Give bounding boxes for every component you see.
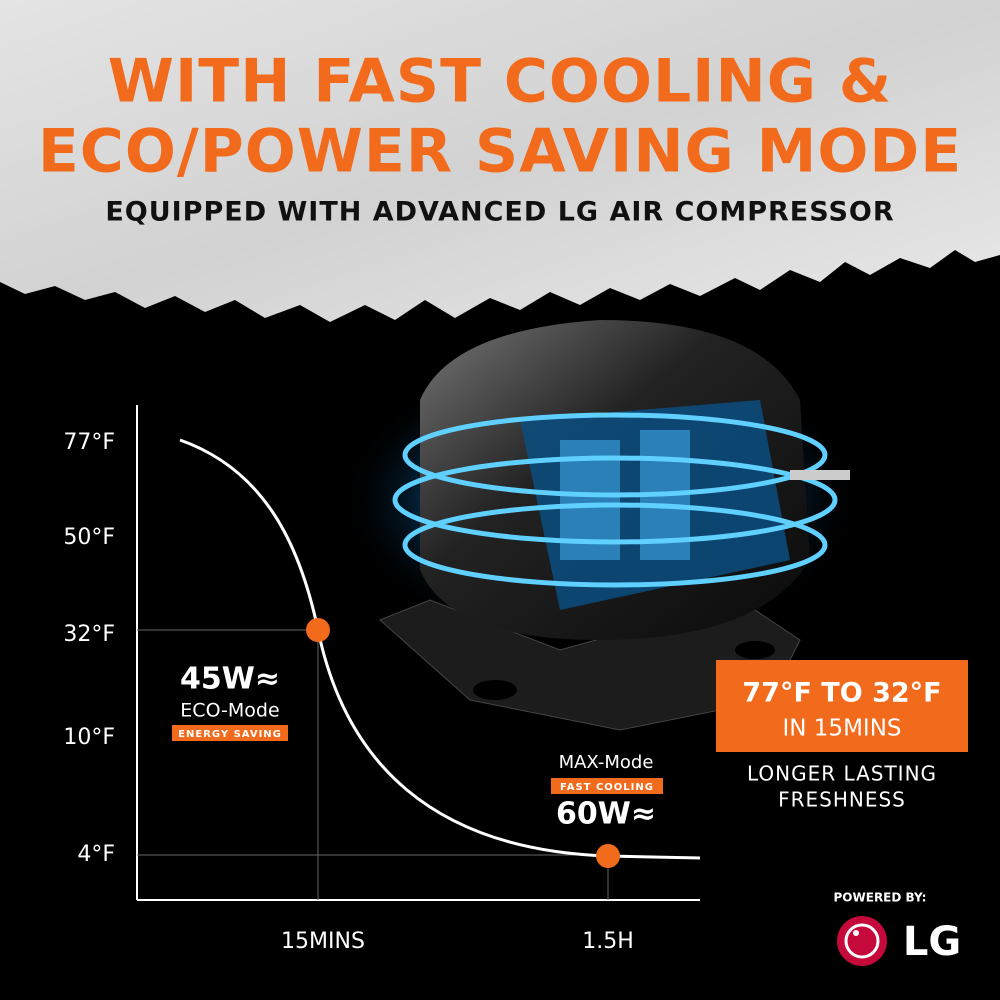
subtitle: EQUIPPED WITH ADVANCED LG AIR COMPRESSOR — [105, 197, 894, 228]
max-tag-bg — [551, 778, 663, 794]
curve-point — [596, 844, 620, 868]
x-label: 1.5H — [582, 929, 634, 954]
callout-headline: 77°F TO 32°F — [742, 678, 941, 709]
compressor-illustration — [340, 320, 860, 731]
y-label: 50°F — [63, 525, 115, 550]
torn-paper — [0, 0, 1000, 322]
max-power: 60W≈ — [556, 797, 656, 832]
y-label: 10°F — [63, 725, 115, 750]
eco-mode: ECO-Mode — [180, 700, 279, 722]
lg-logo: LG — [837, 916, 961, 966]
cooling-curve — [179, 438, 701, 860]
y-label: 77°F — [63, 430, 115, 455]
curve-point — [306, 618, 330, 642]
max-tag: FAST COOLING — [560, 782, 654, 793]
x-label: 15MINS — [281, 929, 365, 954]
title-line: ECO/POWER SAVING MODE — [38, 117, 962, 187]
eco-tag-bg — [172, 725, 288, 741]
y-label: 4°F — [77, 842, 115, 867]
tagline: LONGER LASTING — [747, 762, 937, 786]
cooling-graph: 77°F 50°F 32°F 10°F 4°F 15MINS 1.5H 45W≈… — [63, 405, 701, 954]
max-mode: MAX-Mode — [559, 752, 654, 773]
callout-box — [716, 660, 968, 752]
logo-text: LG — [903, 919, 961, 965]
tagline: FRESHNESS — [778, 788, 906, 812]
callout-subline: IN 15MINS — [783, 716, 902, 742]
eco-tag: ENERGY SAVING — [178, 729, 282, 740]
title-line: WITH FAST COOLING & — [108, 47, 892, 117]
y-label: 32°F — [63, 622, 115, 647]
powered-by: POWERED BY: — [834, 891, 927, 905]
eco-power: 45W≈ — [180, 662, 280, 697]
